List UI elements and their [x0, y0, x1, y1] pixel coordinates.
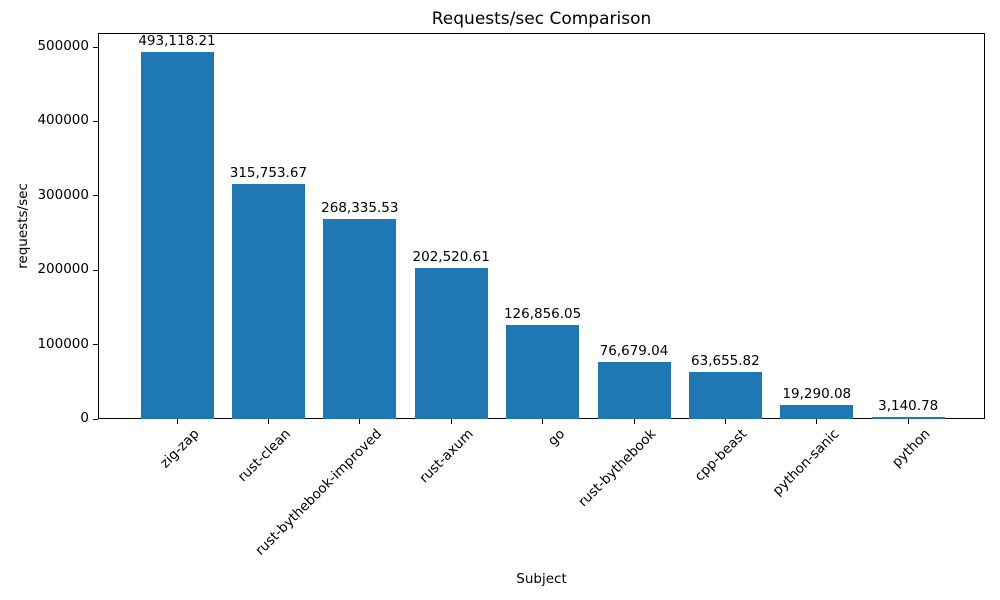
x-tick-mark [176, 419, 178, 424]
y-tick-mark [93, 46, 98, 48]
y-tick-mark [93, 269, 98, 271]
x-tick-label: python-sanic [769, 426, 843, 499]
bar [414, 268, 488, 419]
x-tick-label: go [544, 426, 568, 450]
bar [871, 416, 945, 419]
y-tick-mark [93, 418, 98, 420]
x-tick-label: cpp-beast [692, 426, 751, 485]
x-tick-mark [450, 419, 452, 424]
x-axis-label: Subject [516, 571, 567, 587]
bar-value-label: 63,655.82 [691, 352, 760, 369]
chart-title: Requests/sec Comparison [431, 9, 652, 29]
bar-value-label: 19,290.08 [782, 385, 852, 402]
y-tick-mark [93, 120, 98, 122]
x-tick-mark [633, 419, 635, 424]
y-axis-label-wrap: requests/sec [8, 33, 38, 419]
bar-value-label: 315,753.67 [229, 165, 308, 182]
bar [597, 361, 671, 419]
y-tick-mark [93, 344, 98, 346]
x-tick-mark [816, 419, 818, 424]
bar [140, 52, 214, 419]
y-tick-label: 0 [80, 410, 89, 426]
x-tick-label: rust-clean [234, 426, 294, 486]
bar [780, 404, 854, 419]
bar-value-label: 76,679.04 [599, 342, 669, 359]
x-tick-label: python [888, 426, 934, 471]
y-tick-label: 200000 [37, 261, 89, 278]
x-tick-mark [724, 419, 726, 424]
x-tick-label: rust-axum [416, 426, 477, 487]
y-tick-mark [93, 195, 98, 197]
x-tick-mark [267, 419, 269, 424]
y-tick-label: 500000 [37, 38, 89, 54]
x-tick-label: rust-bythebook [575, 426, 660, 511]
bar-value-label: 126,856.05 [503, 305, 582, 322]
x-tick-label: zig-zap [156, 426, 203, 472]
bar [231, 184, 305, 419]
bar-value-label: 3,140.78 [878, 397, 939, 414]
y-tick-label: 100000 [37, 335, 89, 352]
y-tick-label: 400000 [37, 112, 89, 129]
bar-value-label: 202,520.61 [412, 249, 490, 266]
y-tick-label: 300000 [37, 186, 89, 203]
x-tick-mark [359, 419, 361, 424]
bar-value-label: 493,118.21 [138, 33, 216, 50]
x-tick-mark [907, 419, 909, 424]
bar-value-label: 268,335.53 [321, 200, 399, 217]
bar [506, 324, 580, 419]
bar [688, 371, 762, 419]
x-tick-mark [542, 419, 544, 424]
bar [323, 219, 397, 419]
